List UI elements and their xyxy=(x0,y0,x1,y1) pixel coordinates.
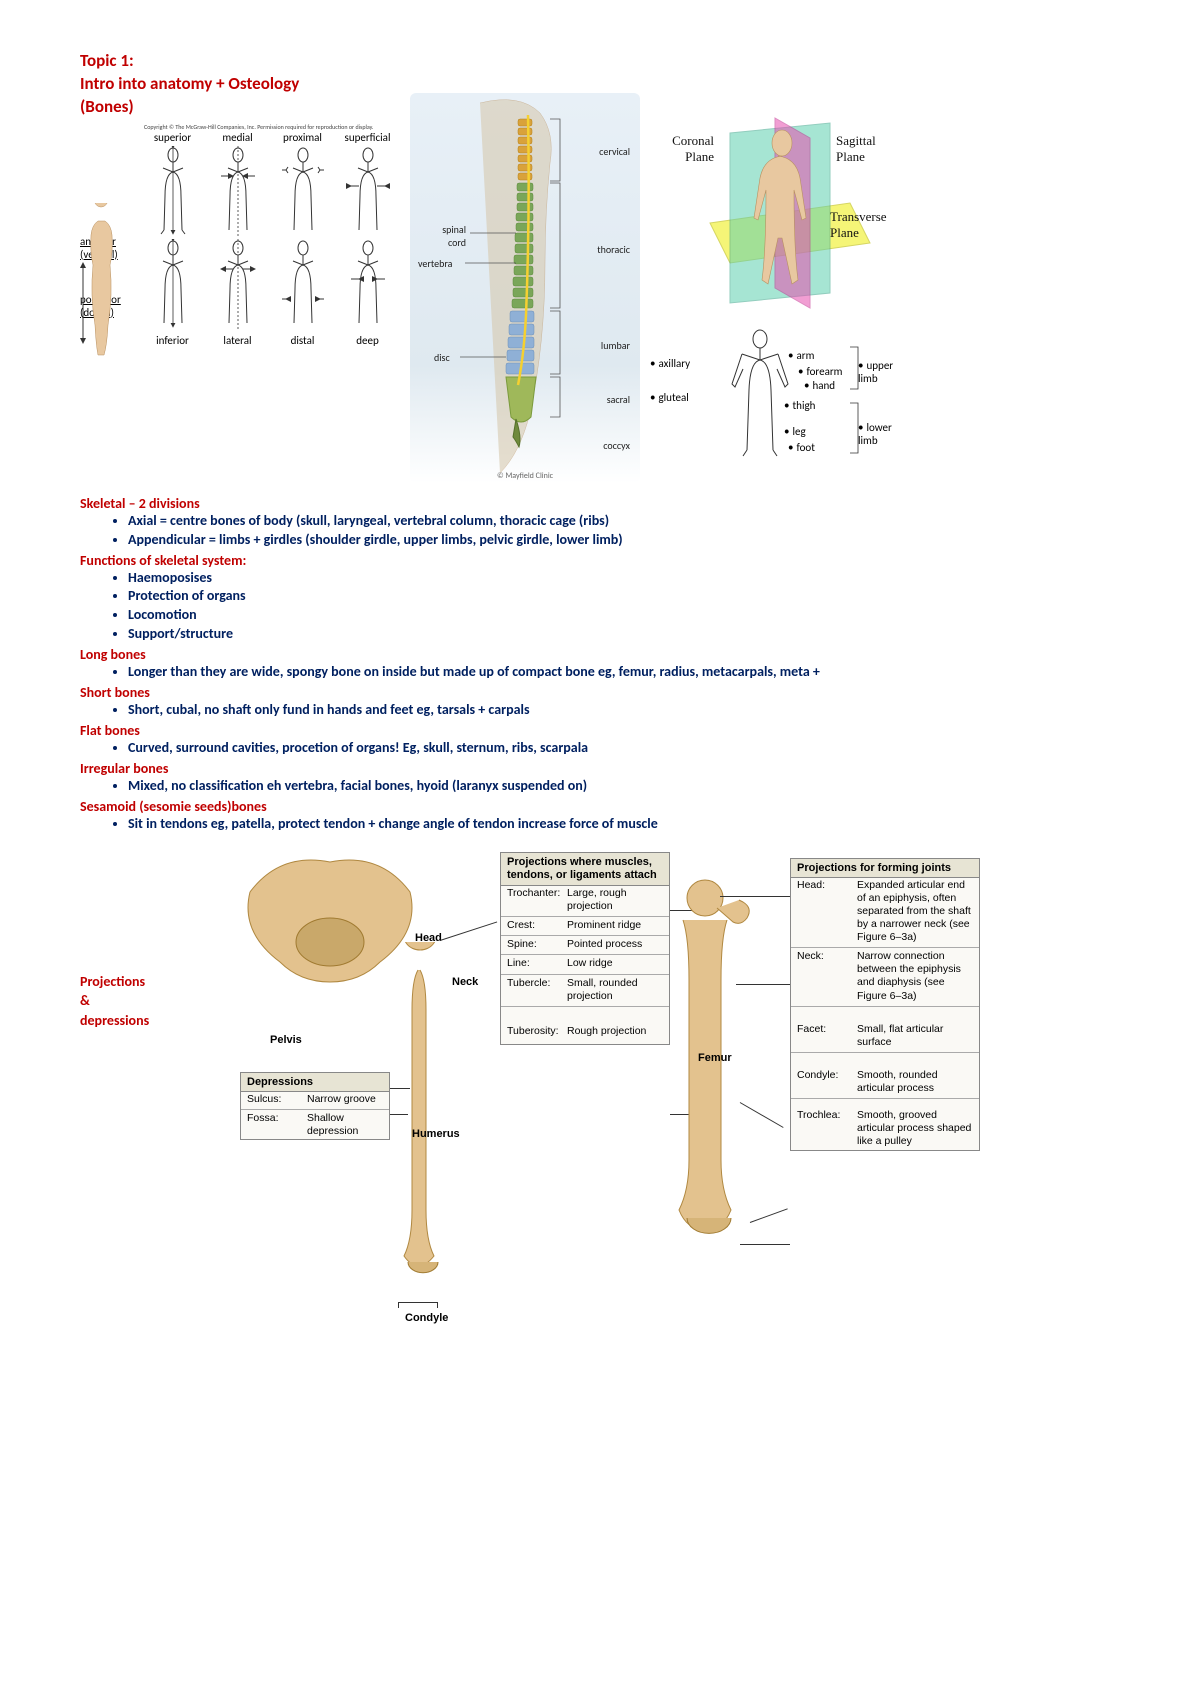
term-distal: distal xyxy=(273,334,333,347)
label-spinal-cord: spinal cord xyxy=(426,223,466,249)
notes-content: Skeletal – 2 divisions Axial = centre bo… xyxy=(80,495,1120,834)
list-item: Haemoposises xyxy=(128,569,1120,588)
figure-anatomical-directions: anterior(ventral) posterior(dorsal) Copy… xyxy=(80,123,400,383)
body-outline-icon xyxy=(345,146,391,236)
list-item: Sit in tendons eg, patella, protect tend… xyxy=(128,815,1120,834)
figure-spine: cervical spinal cord vertebra thoracic l… xyxy=(410,93,640,483)
list-item: Support/structure xyxy=(128,625,1120,644)
label-cervical: cervical xyxy=(599,145,630,158)
box-depressions: Depressions Sulcus:Narrow groove Fossa:S… xyxy=(240,1072,390,1140)
term-superior: superior xyxy=(143,131,203,144)
body-outline-icon xyxy=(280,146,326,236)
body-outline-icon xyxy=(215,239,261,329)
body-outline-icon xyxy=(150,239,196,329)
label-coronal: Coronal Plane xyxy=(654,133,714,165)
label-femur: Femur xyxy=(698,1052,732,1064)
figure-projections-depressions: Pelvis Head Neck Humerus Condyle Depress… xyxy=(180,852,960,1352)
box-projections-joints: Projections for forming joints Head:Expa… xyxy=(790,858,980,1151)
term-lateral: lateral xyxy=(208,334,268,347)
term-superficial: superficial xyxy=(338,131,398,144)
label-sacral: sacral xyxy=(607,393,630,406)
heading-functions: Functions of skeletal system: xyxy=(80,552,1120,569)
term-proximal: proximal xyxy=(273,131,333,144)
list-item: Mixed, no classification eh vertebra, fa… xyxy=(128,777,1120,796)
heading-skeletal: Skeletal – 2 divisions xyxy=(80,495,1120,512)
label-forearm: forearm xyxy=(798,365,842,378)
term-inferior: inferior xyxy=(143,334,203,347)
humerus-icon xyxy=(390,942,460,1302)
heading-sesamoid-bones: Sesamoid (sesomie seeds)bones xyxy=(80,798,1120,815)
label-sagittal: Sagittal Plane xyxy=(836,133,900,165)
label-arm: arm xyxy=(788,349,814,362)
label-vertebra: vertebra xyxy=(418,257,452,270)
label-thigh: thigh xyxy=(784,399,815,412)
label-leg: leg xyxy=(784,425,806,438)
heading-irregular-bones: Irregular bones xyxy=(80,760,1120,777)
label-condyle: Condyle xyxy=(405,1312,448,1324)
label-pelvis: Pelvis xyxy=(270,1034,302,1046)
figure-body-regions: axillary gluteal arm forearm hand thigh … xyxy=(650,325,900,475)
heading-long-bones: Long bones xyxy=(80,646,1120,663)
projections-side-label: Projections & depressions xyxy=(80,972,180,1031)
heading-short-bones: Short bones xyxy=(80,684,1120,701)
box-heading: Projections for forming joints xyxy=(791,859,979,878)
credit-text: © Mayfield Clinic xyxy=(497,471,553,481)
figure-body-planes: Coronal Plane Sagittal Plane Transverse … xyxy=(650,113,900,313)
label-humerus: Humerus xyxy=(412,1128,460,1140)
label-head: Head xyxy=(415,932,442,944)
body-outline-icon xyxy=(150,146,196,236)
list-item: Appendicular = limbs + girdles (shoulder… xyxy=(128,531,1120,550)
list-item: Locomotion xyxy=(128,606,1120,625)
list-item: Protection of organs xyxy=(128,587,1120,606)
box-heading: Projections where muscles, tendons, or l… xyxy=(501,853,669,886)
list-item: Axial = centre bones of body (skull, lar… xyxy=(128,512,1120,531)
list-item: Curved, surround cavities, procetion of … xyxy=(128,739,1120,758)
term-deep: deep xyxy=(338,334,398,347)
label-hand: hand xyxy=(804,379,835,392)
label-thoracic: thoracic xyxy=(597,243,630,256)
body-outline-icon xyxy=(280,239,326,329)
list-item: Longer than they are wide, spongy bone o… xyxy=(128,663,1120,682)
body-outline-icon xyxy=(345,239,391,329)
label-disc: disc xyxy=(434,351,450,364)
copyright-note: Copyright © The McGraw-Hill Companies, I… xyxy=(140,123,400,131)
label-lower-limb: lower limb xyxy=(858,421,900,447)
label-coccyx: coccyx xyxy=(603,439,630,452)
term-medial: medial xyxy=(208,131,268,144)
body-outline-icon xyxy=(215,146,261,236)
label-lumbar: lumbar xyxy=(601,339,630,352)
heading-flat-bones: Flat bones xyxy=(80,722,1120,739)
label-transverse: Transverse Plane xyxy=(830,209,918,241)
label-foot: foot xyxy=(788,441,815,454)
title-line-1: Topic 1: xyxy=(80,50,1120,73)
label-gluteal: gluteal xyxy=(650,391,689,404)
box-projections-attach: Projections where muscles, tendons, or l… xyxy=(500,852,670,1045)
box-heading: Depressions xyxy=(241,1073,389,1092)
label-neck: Neck xyxy=(452,976,478,988)
list-item: Short, cubal, no shaft only fund in hand… xyxy=(128,701,1120,720)
side-body-icon xyxy=(80,203,122,363)
label-upper-limb: upper limb xyxy=(858,359,900,385)
label-axillary: axillary xyxy=(650,357,690,370)
